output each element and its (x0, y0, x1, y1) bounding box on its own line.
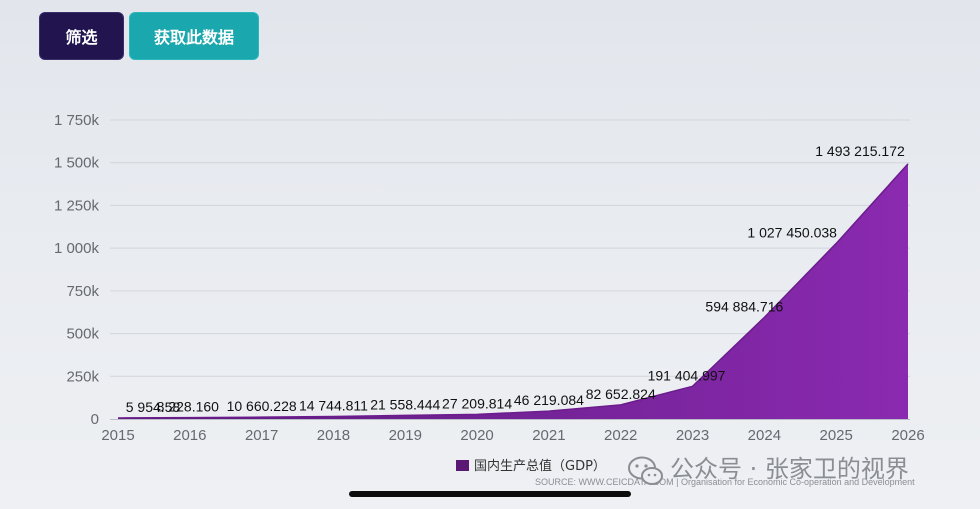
x-tick-label: 2015 (101, 427, 134, 444)
data-label: 10 660.228 (227, 398, 297, 414)
x-tick-label: 2025 (819, 427, 852, 444)
data-label: 594 884.716 (705, 298, 783, 314)
y-tick-label: 750k (66, 283, 99, 300)
data-label: 5 954.58 (126, 399, 181, 415)
series-area-fill (118, 163, 908, 419)
data-label: 46 219.084 (514, 392, 584, 408)
home-indicator[interactable] (349, 491, 631, 497)
x-tick-label: 2018 (317, 427, 350, 444)
series-line (117, 163, 909, 419)
x-tick-label: 2021 (532, 427, 565, 444)
watermark-text: 公众号 · 张家卫的视界 (670, 455, 909, 483)
x-tick-label: 2019 (389, 427, 422, 444)
y-tick-label: 1 500k (54, 155, 100, 172)
x-tick-label: 2022 (604, 427, 637, 444)
x-tick-label: 2024 (748, 427, 781, 444)
x-tick-label: 2017 (245, 427, 278, 444)
x-tick-label: 2020 (460, 427, 493, 444)
x-tick-label: 2023 (676, 427, 709, 444)
y-tick-label: 250k (66, 368, 99, 385)
source-text: SOURCE: WWW.CEICDATA.COM | Organisation … (535, 477, 915, 487)
series-area (117, 163, 909, 419)
get-data-button[interactable]: 获取此数据 (129, 12, 259, 60)
filter-button[interactable]: 筛选 (39, 12, 124, 60)
wechat-icon (628, 456, 663, 485)
y-tick-label: 500k (66, 326, 99, 343)
data-label: 14 744.811 (299, 397, 368, 413)
legend-swatch (456, 460, 469, 471)
x-tick-label: 2026 (891, 427, 924, 444)
data-label: 82 652.824 (586, 386, 656, 402)
data-label: 1 493 215.172 (815, 143, 905, 159)
data-label: 21 558.444 (370, 396, 440, 412)
data-label: 27 209.814 (442, 395, 512, 411)
x-axis: 2015 2016 2017 2018 2019 2020 2021 2022 2023 2024… (101, 419, 925, 444)
data-label: 1 027 450.038 (747, 224, 837, 240)
y-tick-label: 1 250k (54, 197, 100, 214)
y-tick-label: 1 000k (54, 240, 100, 257)
legend[interactable]: 国内生产总值（GDP） (456, 458, 606, 474)
data-label: 8 228.160 (157, 399, 219, 415)
x-tick-label: 2016 (173, 427, 206, 444)
data-labels: 5 954.588 228.160 10 660.228 14 744.811 21 … (126, 143, 905, 415)
legend-label: 国内生产总值（GDP） (474, 458, 606, 474)
data-label: 191 404.997 (648, 367, 726, 383)
y-tick-label: 0 (91, 411, 99, 428)
y-axis: 0 250k 500k 750k 1 000k 1 250k 1 500k 1 750k (54, 112, 100, 428)
watermark: 公众号 · 张家卫的视界 (628, 455, 909, 485)
y-tick-label: 1 750k (54, 112, 100, 129)
